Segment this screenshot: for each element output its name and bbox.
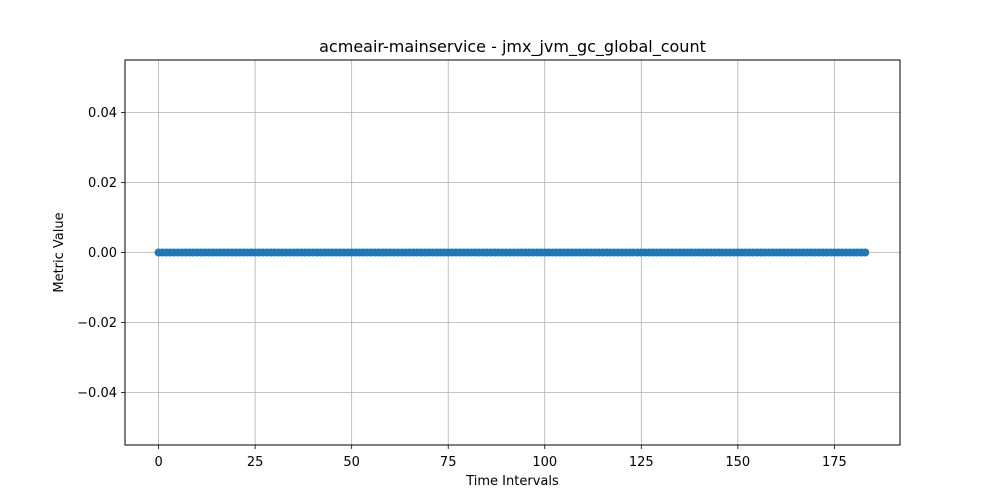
x-tick-label: 50 bbox=[343, 455, 360, 470]
ticks: 0 25 50 75 100 125 150 175 0.04 0.02 0.00 −0.02 −0.0… bbox=[77, 106, 847, 470]
x-tick-label: 175 bbox=[822, 455, 847, 470]
x-axis-label: Time Intervals bbox=[465, 474, 559, 489]
x-tick-label: 150 bbox=[725, 455, 750, 470]
y-tick-label: −0.04 bbox=[77, 386, 117, 401]
chart-title: acmeair-mainservice - jmx_jvm_gc_global_… bbox=[319, 37, 706, 57]
y-tick-label: 0.00 bbox=[88, 246, 117, 261]
x-tick-label: 125 bbox=[629, 455, 654, 470]
x-tick-label: 0 bbox=[154, 455, 162, 470]
y-tick-label: 0.04 bbox=[88, 106, 117, 121]
y-axis-label: Metric Value bbox=[52, 212, 67, 292]
x-tick-label: 75 bbox=[440, 455, 457, 470]
data-point bbox=[861, 248, 870, 257]
y-tick-label: 0.02 bbox=[88, 176, 117, 191]
series-layer bbox=[154, 248, 870, 257]
x-tick-label: 25 bbox=[247, 455, 264, 470]
y-tick-label: −0.02 bbox=[77, 316, 117, 331]
x-tick-label: 100 bbox=[532, 455, 557, 470]
